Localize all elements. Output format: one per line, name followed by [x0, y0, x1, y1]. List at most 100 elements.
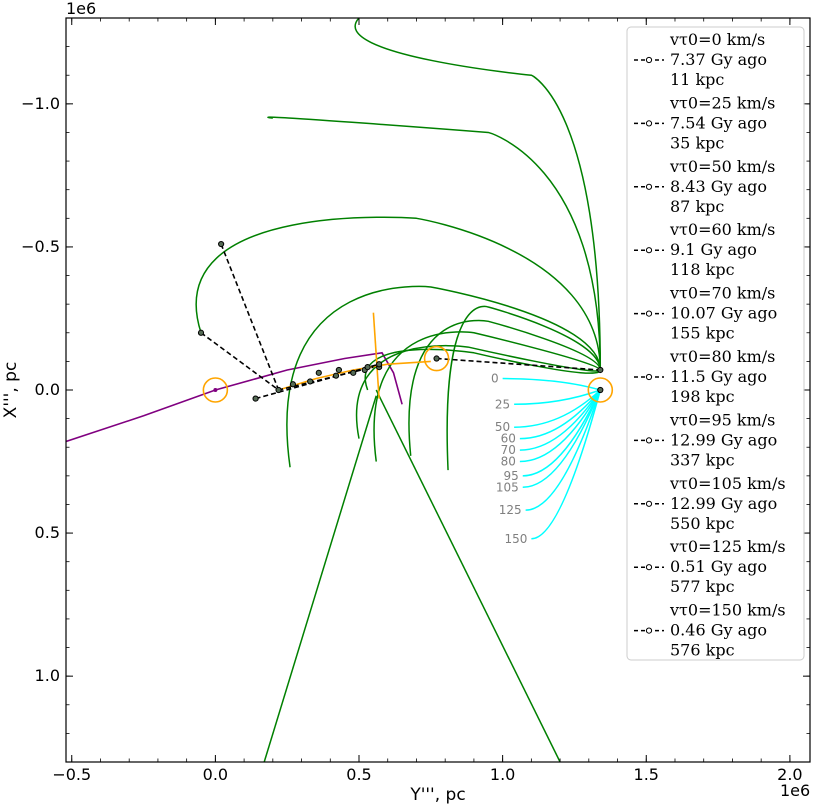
legend-marker-point-7	[645, 500, 653, 507]
orange-circle-2	[587, 377, 614, 403]
cyan-label-7: 105	[496, 480, 519, 494]
legend-entry-9-distance: 576 kpc	[670, 641, 735, 660]
orange-vertical	[372, 312, 380, 399]
green-line-1	[375, 389, 561, 762]
orange-circle-1	[423, 345, 450, 372]
origin-point	[213, 388, 218, 392]
legend-marker-point-8	[645, 564, 653, 571]
legend-entry-9-age: 0.46 Gy ago	[670, 621, 767, 640]
cyan-curve-1	[514, 389, 601, 406]
x-tick-label-5: 2.0	[777, 765, 802, 784]
x-axis-label: Y''', pc	[409, 785, 465, 804]
cyan-curve-3	[519, 389, 601, 440]
trajectory-point-11	[364, 364, 371, 371]
cyan-label-8: 125	[499, 503, 522, 517]
legend-entry-3-velocity: vτ0=60 km/s	[669, 220, 775, 239]
legend-marker-point-5	[645, 373, 653, 381]
legend-entry-2-distance: 87 kpc	[670, 197, 724, 216]
trajectory-point-8	[335, 366, 342, 374]
legend-entry-7-age: 12.99 Gy ago	[670, 494, 777, 513]
green-arc-7	[267, 116, 602, 370]
trajectory-point-2	[252, 395, 259, 402]
legend-entry-3-age: 9.1 Gy ago	[670, 240, 757, 259]
cyan-curve-6	[522, 389, 601, 477]
legend-entry-7-velocity: vτ0=105 km/s	[669, 474, 786, 493]
legend-entry-2-velocity: vτ0=50 km/s	[669, 157, 775, 176]
legend-entry-6-age: 12.99 Gy ago	[670, 430, 777, 449]
legend-entry-4-distance: 155 kpc	[670, 324, 735, 343]
y-tick-label-4: −1.0	[21, 94, 60, 113]
green-arc-5	[286, 285, 602, 468]
trajectory-point-14	[433, 355, 440, 362]
y-tick-label-3: −0.5	[21, 237, 60, 256]
cyan-label-0: 0	[491, 372, 499, 386]
purple-curve	[66, 351, 403, 443]
legend-entry-4-age: 10.07 Gy ago	[670, 304, 777, 323]
trajectory-point-13	[376, 361, 383, 368]
y-axis-label: X''', pc	[1, 362, 21, 419]
green-arc-6	[195, 216, 602, 370]
trajectory-point-16	[597, 386, 604, 394]
legend-entry-7-distance: 550 kpc	[670, 514, 735, 533]
x-tick-label-1: 0.0	[203, 765, 228, 784]
trajectory-point-1	[197, 329, 205, 336]
legend-marker-point-6	[645, 437, 653, 444]
legend-entry-9-velocity: vτ0=150 km/s	[669, 601, 786, 620]
legend-entry-0-velocity: vτ0=0 km/s	[669, 30, 765, 49]
legend-entry-0-distance: 11 kpc	[670, 70, 724, 89]
cyan-label-3: 60	[501, 432, 516, 446]
cyan-label-9: 150	[504, 532, 527, 546]
cyan-label-1: 25	[495, 397, 510, 411]
legend-box	[626, 26, 805, 661]
y-tick-label-2: 0.0	[35, 380, 60, 399]
legend-marker-point-9	[645, 627, 653, 634]
trajectory-point-7	[332, 372, 340, 379]
legend-entry-1-distance: 35 kpc	[670, 133, 724, 152]
x-tick-label-4: 1.5	[634, 765, 659, 784]
legend-entry-2-age: 8.43 Gy ago	[670, 177, 767, 196]
legend-marker-point-1	[645, 120, 653, 127]
cyan-label-5: 80	[501, 455, 516, 469]
legend-entry-3-distance: 118 kpc	[670, 260, 735, 279]
black-dashed-1	[220, 243, 280, 391]
trajectory-point-5	[307, 378, 314, 385]
cyan-curve-4	[519, 389, 601, 451]
x-multiplier: 1e6	[780, 781, 810, 800]
legend-marker-point-0	[645, 56, 653, 64]
green-line-0	[263, 395, 377, 762]
legend-marker-point-3	[645, 247, 653, 254]
legend-marker-point-2	[645, 183, 653, 190]
x-tick-label-2: 0.5	[346, 765, 371, 784]
cyan-label-4: 70	[501, 443, 516, 457]
black-dashed-3	[436, 357, 601, 371]
axis-ticks: −0.5 0.0 0.5 1.0 1.5 2.0 1.0 0.5 0.0 −0.5 −1.0	[21, 17, 810, 784]
trajectory-point-6	[315, 369, 322, 376]
trajectory-point-15	[597, 366, 604, 374]
cyan-curve-5	[519, 389, 601, 463]
legend-entry-6-velocity: vτ0=95 km/s	[669, 410, 775, 429]
legend-entry-1-velocity: vτ0=25 km/s	[669, 93, 775, 112]
x-tick-label-3: 1.0	[490, 765, 515, 784]
legend-entry-8-velocity: vτ0=125 km/s	[669, 537, 786, 556]
black-dashed-2	[255, 363, 380, 400]
legend-entry-1-age: 7.54 Gy ago	[670, 113, 767, 132]
trajectory-point-4	[289, 381, 297, 388]
legend-entry-8-distance: 577 kpc	[670, 577, 735, 596]
green-arc-8	[354, 18, 602, 370]
cyan-label-2: 50	[495, 420, 510, 434]
legend-entry-5-distance: 198 kpc	[670, 387, 735, 406]
cyan-curve-8	[525, 389, 602, 511]
y-tick-label-1: 0.5	[35, 523, 60, 542]
y-tick-label-0: 1.0	[35, 666, 60, 685]
cyan-label-6: 95	[503, 469, 518, 483]
legend-marker-point-4	[645, 310, 653, 317]
legend-entry-6-distance: 337 kpc	[670, 450, 735, 469]
legend-entry-0-age: 7.37 Gy ago	[670, 50, 767, 69]
trajectory-point-0	[218, 240, 225, 248]
x-tick-label-0: −0.5	[52, 765, 91, 784]
cyan-curve-7	[522, 389, 601, 489]
